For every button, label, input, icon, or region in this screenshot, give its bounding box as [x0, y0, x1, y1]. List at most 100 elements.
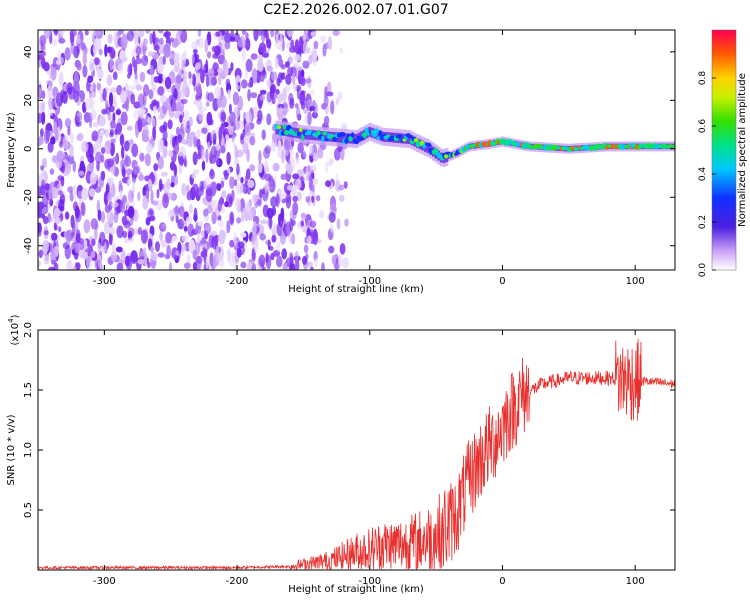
spectrogram-noise-dot — [245, 32, 249, 40]
spectrogram-noise-dot — [275, 89, 280, 95]
spectrogram-noise-dot — [87, 75, 94, 83]
spectrogram-noise-dot — [226, 151, 231, 165]
spectrogram-noise-dot — [331, 254, 337, 265]
spectrogram-noise-dot — [84, 30, 89, 36]
spectrogram-noise-dot — [119, 190, 123, 200]
spectrogram-noise-dot — [124, 255, 131, 267]
spectrogram-noise-dot — [72, 184, 77, 199]
spectrogram-noise-dot — [130, 250, 138, 265]
spectrogram-noise-dot — [327, 36, 333, 50]
spectrogram-track-band — [323, 131, 327, 142]
spectrogram-noise-dot — [58, 226, 62, 233]
spectrogram-noise-dot — [216, 95, 222, 109]
spectrogram-noise-dot — [300, 101, 306, 110]
spectrogram-x-tick-label: -300 — [93, 276, 116, 287]
spectrogram-noise-dot — [92, 145, 98, 154]
spectrogram-noise-dot — [126, 125, 133, 131]
spectrogram-noise-dot — [262, 266, 266, 270]
spectrogram-x-axis-label: Height of straight line (km) — [288, 284, 424, 295]
spectrogram-track-band — [278, 124, 282, 135]
spectrogram-noise-dot — [249, 164, 256, 172]
spectrogram-noise-dot — [290, 66, 298, 78]
spectrogram-noise-dot — [210, 199, 218, 210]
spectrogram-noise-dot — [295, 178, 302, 190]
spectrogram-noise-dot — [228, 103, 232, 114]
spectrogram-noise-dot — [232, 91, 239, 106]
spectrogram-noise-dot — [38, 54, 43, 61]
spectrogram-noise-dot — [212, 133, 217, 145]
spectrogram-noise-dot — [270, 30, 275, 38]
spectrogram-noise-dot — [240, 232, 247, 238]
spectrogram-noise-dot — [285, 84, 290, 93]
spectrogram-noise-dot — [277, 139, 282, 152]
spectrogram-noise-dot — [169, 150, 174, 158]
spectrogram-noise-dot — [261, 129, 266, 140]
spectrogram-noise-dot — [138, 250, 146, 257]
spectrogram-noise-dot — [83, 219, 91, 234]
spectrogram-noise-dot — [164, 76, 172, 90]
spectrogram-noise-dot — [157, 75, 163, 84]
spectrogram-noise-dot — [313, 102, 318, 114]
spectrogram-noise-dot — [280, 173, 287, 180]
spectrogram-noise-dot — [69, 144, 74, 158]
spectrogram-noise-dot — [41, 101, 46, 113]
spectrogram-noise-dot — [145, 189, 150, 199]
spectrogram-noise-dot — [196, 138, 201, 151]
spectrogram-noise-dot — [227, 167, 231, 174]
spectrogram-noise-dot — [190, 230, 195, 236]
spectrogram-noise-dot — [167, 119, 173, 130]
spectrogram-noise-dot — [110, 120, 116, 129]
spectrogram-noise-dot — [41, 111, 46, 125]
spectrogram-noise-dot — [96, 136, 102, 152]
spectrogram-noise-dot — [109, 226, 116, 235]
spectrogram-noise-dot — [152, 30, 156, 45]
spectrogram-noise-dot — [127, 178, 132, 185]
spectrogram-noise-dot — [339, 47, 344, 55]
spectrogram-noise-dot — [42, 216, 49, 225]
spectrogram-noise-dot — [241, 48, 246, 61]
spectrogram-noise-dot — [47, 106, 54, 117]
spectrogram-noise-dot — [205, 255, 209, 270]
spectrogram-noise-dot — [233, 263, 238, 270]
spectrogram-noise-dot — [148, 215, 156, 222]
spectrogram-noise-dot — [225, 63, 229, 77]
spectrogram-y-tick-label: 20 — [23, 94, 34, 107]
spectrogram-noise-dot — [186, 184, 190, 192]
spectrogram-noise-dot — [252, 194, 258, 203]
spectrogram-noise-dot — [137, 191, 141, 202]
spectrogram-track-blob — [444, 154, 449, 159]
spectrogram-noise-dot — [302, 60, 310, 69]
spectrogram-noise-dot — [221, 39, 226, 52]
spectrogram-noise-dot — [147, 261, 151, 269]
spectrogram-noise-dot — [104, 44, 108, 57]
spectrogram-noise-dot — [272, 162, 280, 172]
spectrogram-noise-dot — [285, 196, 291, 209]
spectrogram-noise-dot — [249, 76, 254, 88]
spectrogram-noise-dot — [266, 65, 273, 72]
spectrogram-noise-dot — [296, 86, 300, 100]
spectrogram-noise-dot — [220, 111, 227, 123]
spectrogram-noise-dot — [43, 30, 52, 39]
spectrogram-noise-dot — [303, 244, 309, 254]
spectrogram-noise-dot — [294, 258, 299, 270]
spectrogram-noise-dot — [220, 180, 225, 188]
spectrogram-noise-dot — [148, 209, 154, 216]
spectrogram-noise-dot — [64, 118, 72, 128]
spectrogram-noise-dot — [41, 192, 49, 208]
spectrogram-noise-dot — [245, 200, 251, 214]
spectrogram-noise-dot — [94, 228, 98, 240]
spectrogram-noise-dot — [110, 251, 117, 262]
spectrogram-noise-dot — [275, 193, 280, 208]
spectrogram-noise-dot — [339, 194, 345, 203]
spectrogram-noise-dot — [167, 209, 175, 217]
spectrogram-noise-dot — [269, 215, 273, 231]
spectrogram-noise-dot — [278, 106, 284, 118]
spectrogram-track-band — [352, 133, 356, 144]
spectrogram-noise-dot — [115, 109, 122, 115]
spectrogram-noise-dot — [240, 176, 244, 184]
spectrogram-noise-dot — [156, 188, 160, 199]
spectrogram-noise-dot — [162, 145, 168, 158]
spectrogram-noise-dot — [157, 156, 164, 170]
spectrogram-track-band — [376, 129, 380, 140]
spectrogram-noise-dot — [309, 164, 317, 174]
